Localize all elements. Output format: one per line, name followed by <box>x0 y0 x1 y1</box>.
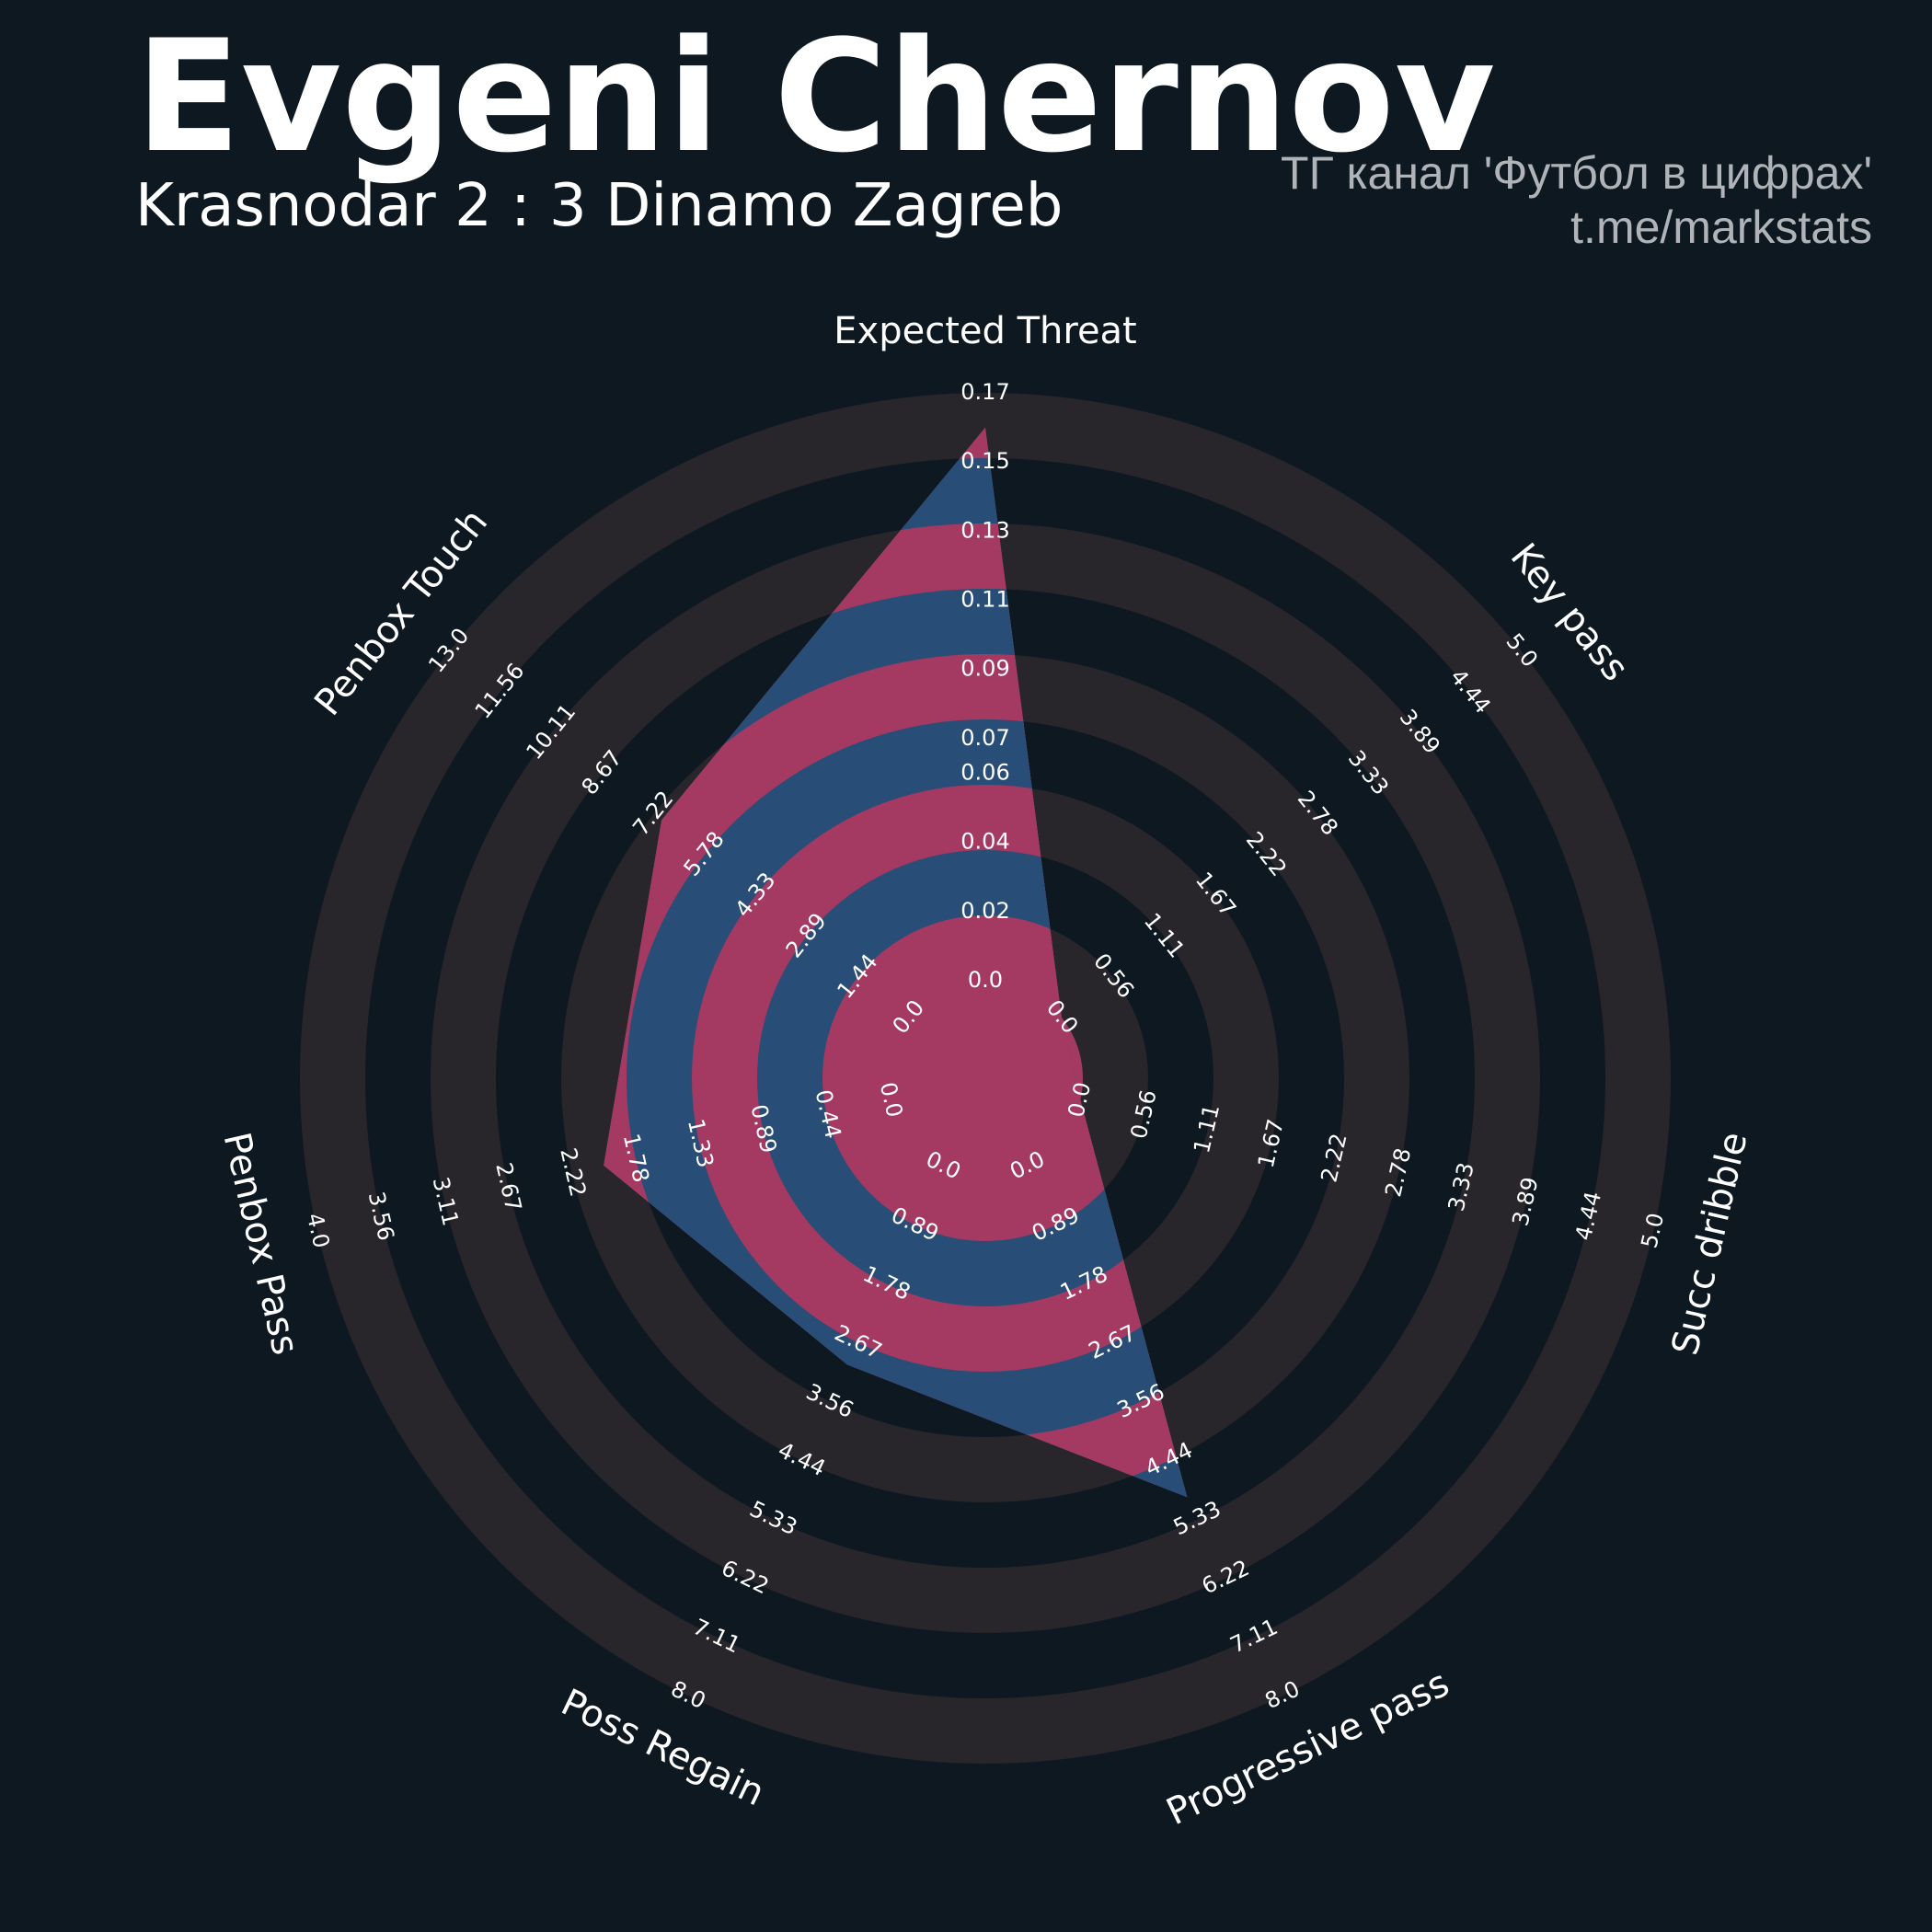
tick-label: 0.06 <box>960 759 1009 785</box>
credit: t.me/markstats <box>1570 201 1872 253</box>
tick-label: 0.13 <box>960 517 1009 543</box>
tick-label: 0.0 <box>968 967 1003 993</box>
tick-label: 0.09 <box>960 656 1009 682</box>
tick-label: 0.11 <box>960 587 1009 613</box>
param-label: Expected Threat <box>834 310 1137 352</box>
stripe <box>888 981 1083 1176</box>
chart-subtitle: Krasnodar 2 : 3 Dinamo Zagreb <box>135 172 1063 240</box>
chart-title: Evgeni Chernov <box>135 6 1495 187</box>
tick-label: 0.07 <box>960 725 1009 751</box>
tick-label: 0.02 <box>960 898 1009 924</box>
tick-label: 0.15 <box>960 448 1009 474</box>
credit: ТГ канал 'Футбол в цифрах' <box>1281 147 1872 199</box>
tick-label: 0.17 <box>960 379 1009 405</box>
tick-label: 0.04 <box>960 829 1009 855</box>
